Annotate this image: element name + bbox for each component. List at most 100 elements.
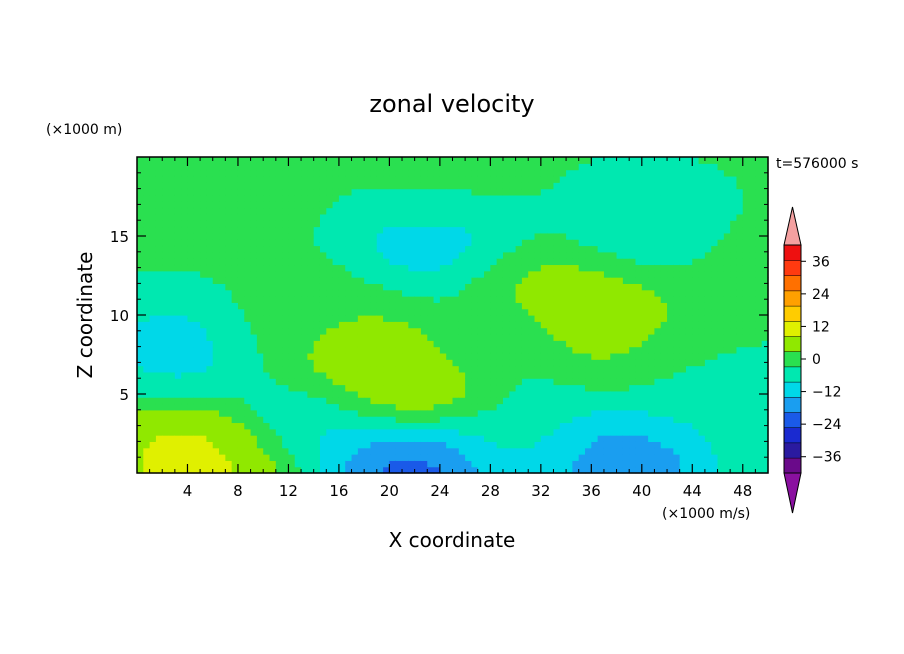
heat-cell [174, 270, 182, 278]
heat-cell [187, 213, 195, 221]
heat-cell [502, 435, 510, 442]
heat-cell [427, 302, 435, 310]
heat-cell [692, 384, 700, 392]
heat-cell [206, 441, 214, 449]
heat-cell [559, 315, 567, 322]
heat-cell [427, 397, 435, 405]
heat-cell [149, 397, 157, 405]
heat-cell [275, 296, 283, 303]
heat-cell [345, 182, 353, 190]
heat-cell [534, 384, 542, 392]
heat-cell [162, 220, 170, 228]
heat-cell [521, 435, 529, 442]
heat-cell [521, 169, 529, 177]
heat-cell [301, 239, 308, 247]
heat-cell [585, 340, 592, 348]
heat-cell [673, 384, 681, 392]
heat-cell [566, 182, 573, 190]
heat-cell [635, 340, 643, 348]
heat-cell [496, 157, 504, 164]
heat-cell [137, 175, 144, 183]
heat-cell [332, 157, 340, 164]
heat-cell [673, 460, 681, 468]
heat-cell [667, 245, 674, 253]
heat-cell [275, 289, 283, 297]
heat-cell [155, 188, 163, 196]
heat-cell [206, 390, 214, 398]
heat-cell [603, 226, 611, 234]
heat-cell [591, 365, 599, 373]
heat-cell [667, 416, 674, 424]
heat-cell [376, 239, 384, 247]
heat-cell [174, 308, 182, 316]
heat-cell [301, 308, 308, 316]
heat-cell [357, 264, 365, 272]
heat-cell [704, 289, 712, 297]
heat-cell [629, 296, 637, 303]
heat-cell [219, 226, 226, 234]
heat-cell [269, 226, 277, 234]
heat-cell [181, 296, 189, 303]
heat-cell [660, 251, 668, 259]
heat-cell [225, 245, 233, 253]
heat-cell [326, 258, 334, 266]
heat-cell [622, 466, 630, 474]
heat-cell [685, 213, 693, 221]
heat-cell [294, 378, 302, 386]
heat-cell [698, 182, 706, 190]
heat-cell [597, 466, 605, 474]
heat-cell [635, 416, 643, 424]
heat-cell [408, 302, 416, 310]
heat-cell [250, 175, 258, 183]
heat-cell [439, 201, 447, 209]
heat-cell [616, 296, 624, 303]
heat-cell [250, 277, 258, 284]
heat-cell [458, 346, 466, 354]
heat-cell [307, 390, 315, 398]
heat-cell [704, 157, 712, 164]
heat-cell [301, 371, 308, 379]
heat-cell [408, 416, 416, 424]
heat-cell [471, 397, 479, 405]
heat-cell [250, 460, 258, 468]
heat-cell [263, 277, 271, 284]
heat-cell [572, 428, 580, 436]
heat-cell [490, 346, 498, 354]
heat-cell [269, 371, 277, 379]
heat-cell [439, 352, 447, 360]
heat-cell [635, 428, 643, 436]
heat-cell [585, 403, 592, 411]
heat-cell [660, 346, 668, 354]
heat-cell [717, 441, 725, 449]
heat-cell [395, 384, 403, 392]
heat-cell [509, 302, 517, 310]
heat-cell [446, 163, 454, 171]
heat-cell [484, 346, 491, 354]
heat-cell [471, 403, 479, 411]
heat-cell [174, 378, 182, 386]
heat-cell [319, 157, 327, 164]
heat-cell [559, 169, 567, 177]
heat-cell [427, 346, 435, 354]
heat-cell [395, 251, 403, 259]
heat-cell [540, 441, 548, 449]
heat-cell [597, 371, 605, 379]
heat-cell [332, 245, 340, 253]
heat-cell [528, 346, 536, 354]
heat-cell [414, 371, 422, 379]
heat-cell [301, 441, 308, 449]
heat-cell [275, 220, 283, 228]
heat-cell [711, 251, 719, 259]
heat-cell [559, 409, 567, 417]
heat-cell [319, 245, 327, 253]
heat-cell [313, 188, 321, 196]
heat-cell [149, 232, 157, 240]
heat-cell [414, 207, 422, 215]
heat-cell [301, 175, 308, 183]
heat-cell [654, 327, 662, 335]
heat-cell [723, 333, 731, 341]
heat-cell [685, 188, 693, 196]
heat-cell [181, 226, 189, 234]
heat-cell [181, 340, 189, 348]
heat-cell [143, 454, 151, 461]
